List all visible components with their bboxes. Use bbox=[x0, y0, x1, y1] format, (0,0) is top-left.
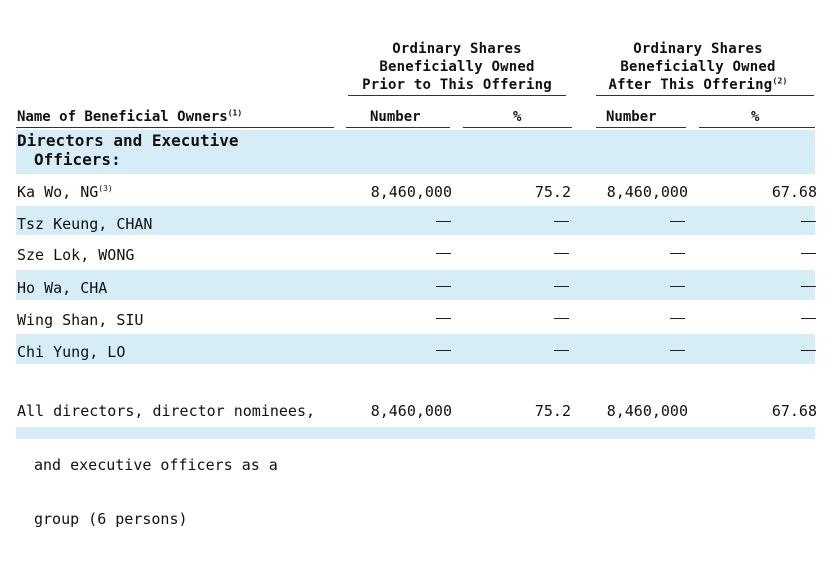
row-number-prior-dash bbox=[436, 253, 451, 254]
row-band bbox=[16, 334, 815, 364]
row-pct-prior-dash bbox=[554, 286, 569, 287]
total-pct-after: 67.68 bbox=[771, 402, 817, 420]
row-name: Chi Yung, LO bbox=[17, 343, 126, 361]
column-pct-prior-rule bbox=[463, 127, 572, 128]
row-number-after-dash bbox=[670, 253, 685, 254]
total-pct-prior: 75.2 bbox=[534, 402, 571, 420]
row-number-after-dash bbox=[670, 350, 685, 351]
column-pct-prior-header: % bbox=[513, 109, 522, 125]
column-number-prior-rule bbox=[346, 127, 450, 128]
row-pct-prior-dash bbox=[554, 221, 569, 222]
row-pct-after-dash bbox=[801, 253, 816, 254]
bottom-band bbox=[16, 427, 815, 439]
total-name-line-1: All directors, director nominees, bbox=[17, 402, 316, 420]
section-title: Directors and Executive Officers: bbox=[17, 131, 239, 169]
column-number-prior-header: Number bbox=[370, 109, 421, 125]
row-name: Wing Shan, SIU bbox=[17, 311, 144, 329]
section-title-line-2: Officers: bbox=[34, 150, 121, 169]
header-after-line-3: After This Offering(2) bbox=[596, 76, 800, 94]
column-number-after-header: Number bbox=[606, 109, 657, 125]
header-prior-offering: Ordinary Shares Beneficially Owned Prior… bbox=[348, 40, 566, 94]
row-number-after-dash bbox=[670, 221, 685, 222]
header-after-line-2: Beneficially Owned bbox=[620, 59, 776, 75]
row-number-prior-dash bbox=[436, 221, 451, 222]
section-title-line-1: Directors and Executive bbox=[17, 131, 239, 150]
header-prior-rule bbox=[348, 95, 566, 96]
row-band bbox=[16, 206, 815, 235]
column-name-rule bbox=[16, 127, 334, 128]
header-prior-line-3: Prior to This Offering bbox=[362, 77, 552, 93]
row-number-prior-dash bbox=[436, 318, 451, 319]
total-name-line-3: group (6 persons) bbox=[34, 510, 188, 528]
row-pct-after-dash bbox=[801, 286, 816, 287]
total-name-line-2: and executive officers as a bbox=[34, 456, 278, 474]
row-name: Tsz Keung, CHAN bbox=[17, 215, 153, 233]
header-after-text: After This Offering bbox=[608, 77, 773, 93]
row-number-after-dash bbox=[670, 286, 685, 287]
column-pct-after-rule bbox=[699, 127, 815, 128]
row-name: Ho Wa, CHA bbox=[17, 279, 108, 297]
row-name: Ka Wo, NG(3) bbox=[17, 183, 113, 201]
header-prior-line-2: Beneficially Owned bbox=[379, 59, 535, 75]
row-pct-prior-dash bbox=[554, 350, 569, 351]
row-name: Sze Lok, WONG bbox=[17, 246, 135, 264]
row-pct-prior: 75.2 bbox=[534, 183, 571, 201]
column-name-footnote: (1) bbox=[227, 108, 243, 118]
total-number-prior: 8,460,000 bbox=[370, 402, 452, 420]
total-number-after: 8,460,000 bbox=[606, 402, 688, 420]
row-number-prior: 8,460,000 bbox=[370, 183, 452, 201]
row-name-text: Ka Wo, NG bbox=[17, 183, 99, 201]
section-band bbox=[16, 130, 815, 174]
header-after-rule bbox=[596, 95, 814, 96]
row-band bbox=[16, 270, 815, 300]
header-after-offering: Ordinary Shares Beneficially Owned After… bbox=[596, 40, 800, 94]
row-number-prior-dash bbox=[436, 286, 451, 287]
row-pct-after: 67.68 bbox=[771, 183, 817, 201]
row-pct-prior-dash bbox=[554, 318, 569, 319]
row-pct-after-dash bbox=[801, 318, 816, 319]
column-pct-after-header: % bbox=[751, 109, 760, 125]
header-prior-line-1: Ordinary Shares bbox=[392, 41, 522, 57]
row-pct-after-dash bbox=[801, 221, 816, 222]
row-number-after-dash bbox=[670, 318, 685, 319]
total-name: All directors, director nominees, and ex… bbox=[17, 366, 315, 564]
row-pct-prior-dash bbox=[554, 253, 569, 254]
row-name-footnote: (3) bbox=[98, 184, 113, 193]
header-after-footnote: (2) bbox=[772, 76, 788, 86]
row-number-after: 8,460,000 bbox=[606, 183, 688, 201]
header-after-line-1: Ordinary Shares bbox=[633, 41, 763, 57]
column-name-header: Name of Beneficial Owners(1) bbox=[17, 108, 242, 126]
row-number-prior-dash bbox=[436, 350, 451, 351]
column-number-after-rule bbox=[596, 127, 686, 128]
row-pct-after-dash bbox=[801, 350, 816, 351]
column-name-label: Name of Beneficial Owners bbox=[17, 109, 228, 125]
